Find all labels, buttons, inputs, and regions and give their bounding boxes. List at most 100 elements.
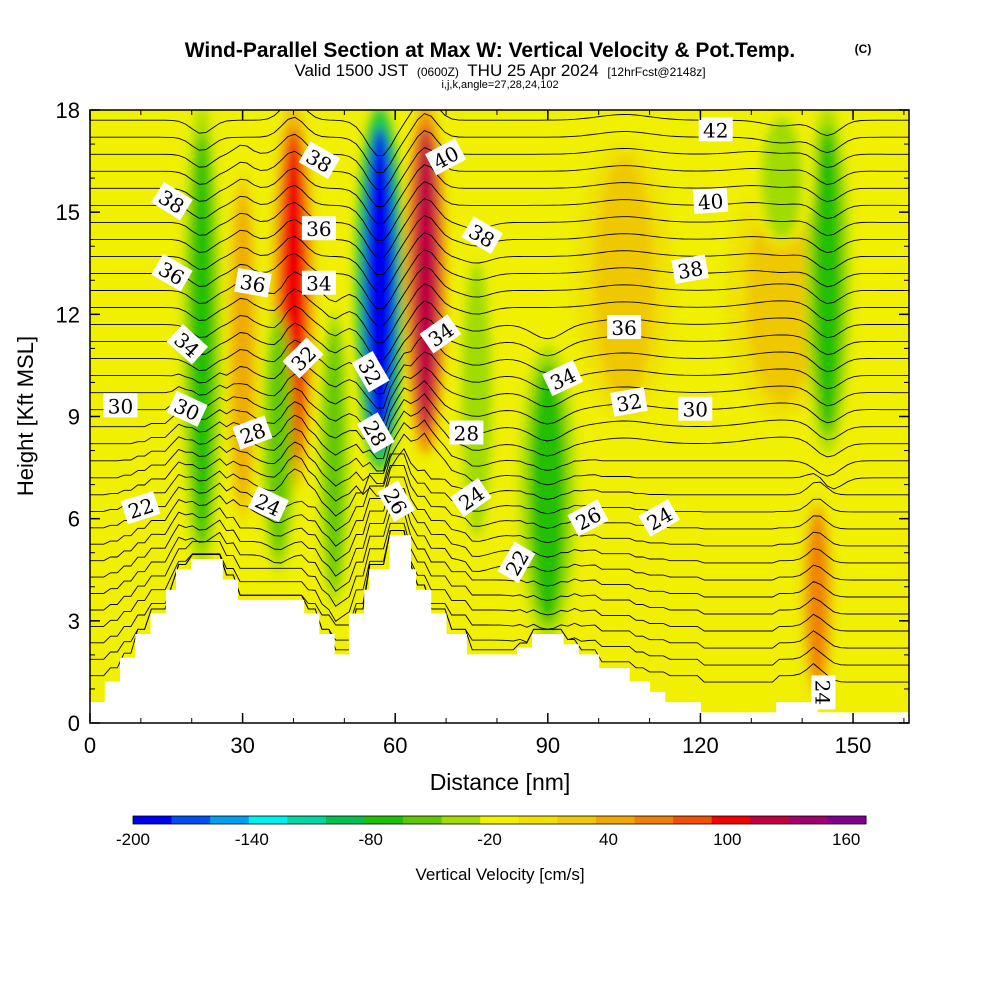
terrain	[90, 535, 909, 723]
isentrope-line	[90, 511, 909, 598]
label-backdrop	[282, 337, 324, 379]
label-backdrop	[638, 498, 680, 537]
label-backdrop	[567, 499, 609, 537]
colorbar-swatch	[441, 816, 481, 824]
grid-indices: i,j,k,angle=27,28,24,102	[441, 79, 558, 91]
isentrope-label-text: 36	[611, 316, 636, 340]
label-backdrop	[298, 141, 341, 180]
x-axis-label: Distance [nm]	[430, 769, 571, 795]
isentrope-label: 40	[692, 187, 729, 215]
isentrope-line	[90, 317, 909, 378]
colorbar-frame	[132, 815, 867, 825]
isentrope-label: 40	[424, 138, 467, 176]
colorbar-swatch	[210, 816, 250, 824]
isentrope-label: 36	[301, 216, 336, 241]
colorbar-tick-label: -20	[477, 830, 502, 849]
isentrope-line	[90, 266, 909, 327]
isentrope-label-text: 24	[811, 680, 835, 705]
label-backdrop	[301, 270, 336, 295]
velocity-band	[325, 328, 344, 590]
isentrope-line	[90, 198, 909, 259]
label-backdrop	[811, 675, 836, 710]
isentrope-label: 30	[678, 396, 713, 422]
isentrope-label-text: 30	[683, 398, 708, 422]
velocity-band	[807, 511, 828, 687]
label-backdrop	[424, 138, 467, 176]
isentrope-line	[90, 419, 909, 477]
y-tick-label: 3	[68, 609, 80, 634]
colorbar-swatch	[518, 816, 558, 824]
isentrope-line	[90, 181, 909, 242]
isentrope-line	[90, 476, 909, 547]
velocity-band	[746, 190, 818, 405]
isentrope-label-text: 32	[615, 389, 644, 417]
label-backdrop	[497, 541, 536, 584]
isentrope-label-text: 40	[697, 189, 724, 215]
colorbar: -200 -140 -80 -20 40 100 160	[116, 815, 867, 849]
colorbar-swatch	[750, 816, 790, 824]
colorbar-swatch	[827, 816, 867, 824]
y-tick-label: 18	[56, 98, 80, 123]
isentrope-line	[90, 113, 909, 173]
isentrope-line	[90, 283, 909, 344]
velocity-band	[813, 127, 842, 434]
label-backdrop	[671, 254, 709, 284]
valid-date: THU 25 Apr 2024	[467, 61, 598, 80]
x-tick-label: 30	[230, 733, 254, 758]
label-backdrop	[247, 486, 289, 523]
colorbar-tick-label: -140	[235, 830, 269, 849]
isentrope-line	[90, 366, 909, 422]
label-backdrop	[610, 387, 648, 417]
colorbar-swatch	[287, 816, 327, 824]
y-tick-label: 12	[56, 302, 80, 327]
colorbar-tick-label: -80	[358, 830, 383, 849]
colorbar-swatch	[595, 816, 636, 824]
utc-time: (0600Z)	[417, 65, 459, 79]
isentrope-line	[90, 448, 909, 502]
isentrope-label: 38	[671, 254, 709, 284]
colorbar-swatch	[403, 816, 443, 824]
label-backdrop	[450, 477, 492, 517]
label-backdrop	[232, 415, 273, 450]
label-backdrop	[692, 187, 729, 215]
colorbar-swatch	[673, 816, 713, 824]
y-tick-label: 0	[68, 711, 80, 736]
colorbar-swatch	[480, 816, 520, 824]
x-tick-label: 150	[835, 733, 872, 758]
isentrope-label-text: 36	[238, 270, 267, 298]
label-backdrop	[377, 480, 415, 522]
isentrope-line	[90, 393, 909, 447]
isentrope-label-text: 38	[676, 256, 705, 284]
colorbar-swatch	[248, 816, 288, 824]
label-backdrop	[449, 420, 484, 445]
chart-title: Wind-Parallel Section at Max W: Vertical…	[185, 39, 796, 62]
colorbar-tick-label: 160	[832, 830, 860, 849]
label-backdrop	[301, 216, 336, 241]
isentrope-line	[90, 147, 909, 207]
colorbar-tick-label: 100	[713, 830, 741, 849]
isentrope-label: 36	[234, 267, 272, 298]
label-backdrop	[234, 267, 272, 298]
isentrope-line	[90, 530, 909, 649]
velocity-band	[189, 132, 215, 547]
isentrope-line	[90, 488, 909, 564]
isentrope-line	[90, 453, 909, 517]
y-tick-label: 9	[68, 405, 80, 430]
isentrope-lines	[90, 110, 909, 683]
colorbar-swatch	[634, 816, 674, 824]
isentrope-label: 42	[698, 117, 733, 142]
isentrope-line	[90, 249, 909, 310]
isentrope-line	[90, 406, 909, 459]
isentrope-line	[90, 164, 909, 225]
colorbar-swatch	[133, 816, 173, 824]
isentrope-label-text: 34	[306, 272, 331, 296]
isentrope-line	[90, 110, 909, 156]
label-backdrop	[461, 216, 503, 255]
isentrope-line	[90, 130, 909, 190]
velocity-band	[761, 116, 803, 240]
label-backdrop	[678, 396, 713, 421]
colorbar-tick-label: 40	[599, 830, 618, 849]
label-backdrop	[351, 350, 390, 393]
colorbar-swatch	[557, 816, 597, 824]
